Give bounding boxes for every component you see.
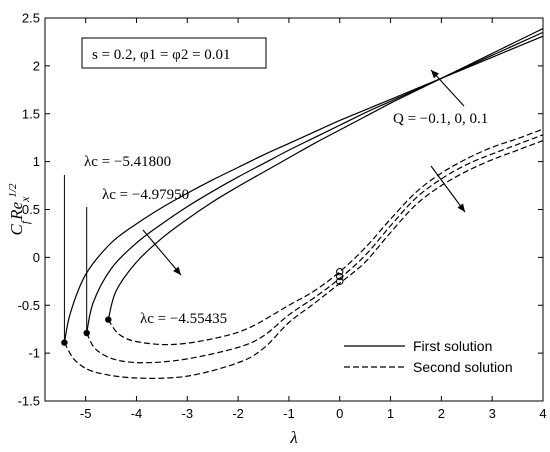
parameter-box-text: s = 0.2, φ1 = φ2 = 0.01 xyxy=(92,47,231,63)
annotations-layer: λc = −5.41800 λc = −4.97950 λc = −4.55435 Q… xyxy=(63,37,488,343)
intersection-marker-3 xyxy=(336,277,344,286)
parameter-box: s = 0.2, φ1 = φ2 = 0.01 xyxy=(81,37,267,69)
critical-point-marker-3 xyxy=(105,316,112,323)
y-tick-label: 0 xyxy=(33,250,40,265)
critical-lambda-label-1: λc = −5.41800 xyxy=(84,154,171,170)
intersection-marker-1 xyxy=(336,268,344,276)
y-tick-label: -1.5 xyxy=(18,394,40,409)
q-values-label: Q = −0.1, 0, 0.1 xyxy=(393,111,488,127)
first-solution-q-arrow-head xyxy=(431,70,439,79)
legend: First solution Second solution xyxy=(344,338,513,375)
legend-label-1: First solution xyxy=(413,338,492,354)
legend-item-1: First solution xyxy=(344,338,492,354)
first-solution-line-3 xyxy=(107,27,544,320)
second-solution-line-1 xyxy=(63,139,544,379)
first-solution-line-2 xyxy=(86,31,544,334)
critical-lambda-label-2: λc = −4.97950 xyxy=(102,187,189,203)
x-tick-label: 0 xyxy=(336,406,343,421)
intersection-marker-2 xyxy=(336,272,344,281)
curves-layer xyxy=(63,27,544,379)
x-tick-label: -2 xyxy=(232,406,244,421)
critical-lambda-label-3: λc = −4.55435 xyxy=(140,311,227,327)
x-tick-label: -4 xyxy=(131,406,143,421)
y-tick-label: 2 xyxy=(33,58,40,73)
legend-label-2: Second solution xyxy=(413,359,513,375)
y-tick-label: -1 xyxy=(28,346,40,361)
x-tick-label: 1 xyxy=(387,406,394,421)
first-solution-q-arrow-shaft xyxy=(430,69,465,107)
y-tick-label: 0.5 xyxy=(22,202,40,217)
y-tick-label: -0.5 xyxy=(18,298,40,313)
critical-point-q-arrow-shaft xyxy=(142,229,182,276)
y-axis-label: CfRex1/2 xyxy=(7,183,32,236)
y-tick-label: 2.5 xyxy=(22,11,40,26)
y-tick-label: 1.5 xyxy=(22,106,40,121)
parameter-box-frame xyxy=(81,37,267,69)
first-solution-q-arrow xyxy=(430,69,465,107)
x-tick-label: 2 xyxy=(438,406,445,421)
second-solution-q-arrow-head xyxy=(457,203,465,212)
critical-point-q-arrow-head xyxy=(173,266,181,275)
x-tick-label: -5 xyxy=(80,406,92,421)
x-tick-label: -1 xyxy=(283,406,295,421)
x-tick-label: 3 xyxy=(489,406,496,421)
second-solution-line-2 xyxy=(86,134,544,364)
x-tick-label: -3 xyxy=(182,406,194,421)
legend-item-2: Second solution xyxy=(344,359,513,375)
y-tick-label: 1 xyxy=(33,154,40,169)
x-tick-label: 4 xyxy=(539,406,546,421)
first-solution-line-1 xyxy=(63,35,544,343)
x-axis-label: λ xyxy=(289,428,297,447)
second-solution-q-arrow xyxy=(430,165,466,213)
second-solution-q-arrow-shaft xyxy=(430,165,466,213)
axes-layer: -5 -4 -3 -2 -1 0 1 2 3 4 -1.5 -1 -0.5 0 0.5 1 1.5 2 2.5 λ Cf… xyxy=(7,11,547,448)
critical-point-q-arrow xyxy=(142,229,182,276)
